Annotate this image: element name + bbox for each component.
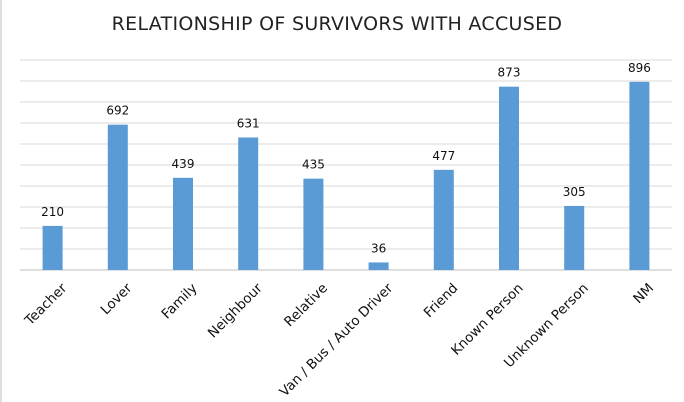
data-label: 692 [106, 104, 129, 118]
data-label: 210 [41, 205, 64, 219]
category-label: Relative [281, 280, 331, 330]
bar [629, 81, 650, 270]
category-label: Lover [98, 280, 136, 318]
category-label: Neighbour [205, 280, 266, 341]
bar [499, 86, 519, 270]
data-label: 435 [302, 158, 325, 172]
bar [238, 137, 259, 270]
category-label: Van / Bus / Auto Driver [276, 280, 396, 400]
bar [173, 177, 193, 270]
gridlines [20, 59, 672, 271]
data-label: 305 [563, 185, 586, 199]
data-label: 36 [371, 241, 386, 255]
category-label: Family [159, 280, 201, 322]
bar [303, 178, 324, 270]
category-label: Teacher [21, 280, 70, 329]
data-label: 439 [172, 157, 195, 171]
bar [107, 124, 128, 271]
data-label: 631 [237, 116, 260, 130]
category-label: NM [630, 280, 657, 307]
data-label: 873 [498, 66, 521, 80]
bar [368, 262, 389, 270]
data-label: 477 [432, 149, 455, 163]
data-label: 896 [628, 61, 651, 75]
bars [42, 81, 650, 271]
bar [42, 225, 63, 270]
data-labels: 210 692 439 631 435 36 477 873 305 896 [41, 61, 651, 256]
chart-title: RELATIONSHIP OF SURVIVORS WITH ACCUSED [112, 13, 563, 35]
bar [433, 169, 454, 270]
category-label: Friend [421, 280, 462, 321]
bar [564, 205, 585, 270]
